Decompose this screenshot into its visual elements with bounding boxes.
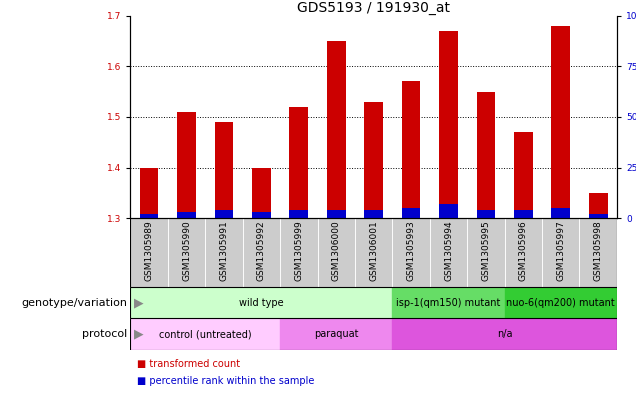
Text: genotype/variation: genotype/variation (21, 298, 127, 308)
Text: GSM1305993: GSM1305993 (406, 220, 415, 281)
Bar (589, 214, 607, 218)
Title: GDS5193 / 191930_at: GDS5193 / 191930_at (297, 1, 450, 15)
Text: GSM1305990: GSM1305990 (182, 220, 191, 281)
Bar (364, 210, 383, 218)
Bar (168, 218, 205, 287)
Bar (327, 210, 345, 218)
Bar (214, 122, 233, 218)
Bar (252, 212, 271, 218)
Bar (430, 218, 467, 287)
Bar (504, 218, 542, 287)
Bar (214, 210, 233, 218)
Bar (589, 193, 607, 218)
Bar (327, 41, 345, 218)
Bar (476, 210, 495, 218)
Text: GSM1305996: GSM1305996 (519, 220, 528, 281)
Bar (243, 218, 280, 287)
Bar (542, 218, 579, 287)
Bar (289, 107, 308, 218)
Text: GSM1305989: GSM1305989 (144, 220, 153, 281)
Bar (476, 92, 495, 218)
Bar (551, 26, 570, 218)
Text: ▶: ▶ (134, 327, 143, 341)
Bar (504, 287, 617, 318)
Bar (392, 318, 617, 350)
Bar (467, 218, 504, 287)
Bar (551, 208, 570, 218)
Text: GSM1305997: GSM1305997 (556, 220, 565, 281)
Text: GSM1306000: GSM1306000 (332, 220, 341, 281)
Bar (280, 318, 392, 350)
Text: wild type: wild type (239, 298, 284, 308)
Bar (504, 218, 542, 287)
Bar (289, 210, 308, 218)
Bar (130, 287, 392, 318)
Bar (355, 218, 392, 287)
Bar (280, 218, 317, 287)
Text: protocol: protocol (82, 329, 127, 339)
Bar (392, 218, 430, 287)
Bar (280, 218, 317, 287)
Bar (579, 218, 617, 287)
Bar (439, 204, 458, 218)
Text: ■ transformed count: ■ transformed count (137, 358, 240, 369)
Bar (205, 218, 243, 287)
Text: ■ percentile rank within the sample: ■ percentile rank within the sample (137, 376, 314, 386)
Text: GSM1305992: GSM1305992 (257, 220, 266, 281)
Bar (392, 218, 430, 287)
Text: GSM1305995: GSM1305995 (481, 220, 490, 281)
Text: nuo-6(qm200) mutant: nuo-6(qm200) mutant (506, 298, 615, 308)
Bar (168, 218, 205, 287)
Text: GSM1305999: GSM1305999 (294, 220, 303, 281)
Bar (542, 218, 579, 287)
Text: GSM1305994: GSM1305994 (444, 220, 453, 281)
Bar (205, 218, 243, 287)
Bar (140, 214, 158, 218)
Bar (392, 287, 504, 318)
Bar (402, 208, 420, 218)
Bar (514, 210, 533, 218)
Text: GSM1306001: GSM1306001 (369, 220, 378, 281)
Bar (130, 218, 168, 287)
Bar (177, 112, 196, 218)
Bar (130, 318, 280, 350)
Bar (130, 218, 168, 287)
Text: isp-1(qm150) mutant: isp-1(qm150) mutant (396, 298, 501, 308)
Bar (439, 31, 458, 218)
Bar (467, 218, 504, 287)
Bar (243, 218, 280, 287)
Text: GSM1305991: GSM1305991 (219, 220, 228, 281)
Bar (364, 102, 383, 218)
Text: n/a: n/a (497, 329, 513, 339)
Text: ▶: ▶ (134, 296, 143, 309)
Bar (140, 167, 158, 218)
Bar (579, 218, 617, 287)
Text: GSM1305998: GSM1305998 (594, 220, 603, 281)
Bar (355, 218, 392, 287)
Bar (514, 132, 533, 218)
Bar (317, 218, 355, 287)
Bar (317, 218, 355, 287)
Text: control (untreated): control (untreated) (159, 329, 252, 339)
Bar (252, 167, 271, 218)
Bar (177, 212, 196, 218)
Bar (430, 218, 467, 287)
Text: paraquat: paraquat (314, 329, 359, 339)
Bar (402, 81, 420, 218)
